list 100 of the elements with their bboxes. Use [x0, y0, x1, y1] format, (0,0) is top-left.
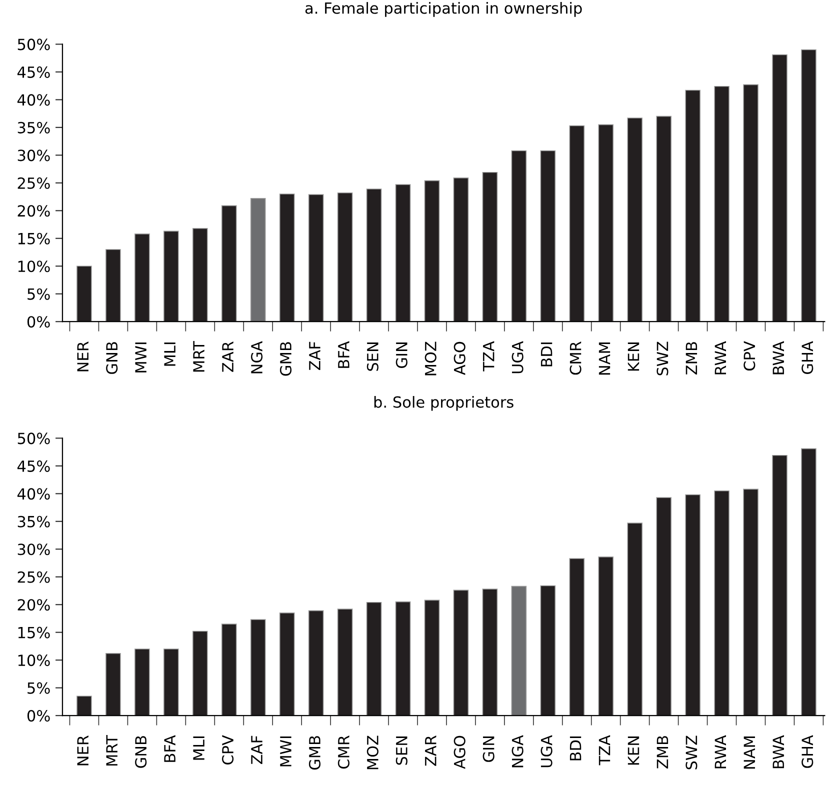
bar — [714, 86, 730, 322]
x-tick-label: KEN — [628, 342, 640, 371]
chart-title: a. Female participation in ownership — [305, 2, 582, 17]
x-tick-label: RWA — [714, 341, 726, 374]
bar — [308, 194, 324, 322]
bar — [656, 116, 672, 322]
y-tick-label: 5% — [28, 288, 50, 300]
x-tick-label: GMB — [280, 342, 292, 376]
y-tick-label: 25% — [18, 177, 50, 189]
bar — [801, 448, 816, 716]
bar — [453, 177, 469, 322]
bar — [106, 653, 121, 716]
x-tick-label: ZMB — [656, 736, 668, 768]
chart-title: b. Sole proprietors — [374, 396, 514, 411]
y-tick-label: 10% — [18, 260, 50, 272]
y-tick-label: 15% — [18, 232, 50, 244]
bar — [569, 125, 585, 322]
x-tick-label: NGA — [250, 341, 263, 374]
bar — [221, 624, 237, 716]
y-tick-label: 35% — [18, 516, 50, 528]
y-tick-label: 15% — [18, 626, 50, 638]
x-tick-label: NGA — [512, 735, 524, 768]
x-tick-label: ZMB — [686, 342, 698, 374]
y-tick-label: 30% — [18, 150, 50, 162]
bar — [192, 228, 208, 322]
bar — [106, 249, 121, 322]
bar — [772, 454, 788, 716]
x-tick-label: GIN — [396, 342, 408, 368]
y-tick-label: 20% — [18, 599, 50, 611]
x-tick-label: AGO — [454, 342, 466, 375]
bar — [714, 490, 730, 716]
x-tick-label: GHA — [802, 735, 814, 768]
x-tick-label: MLI — [164, 342, 176, 366]
bar — [743, 488, 758, 716]
bar — [743, 84, 758, 322]
bar — [598, 124, 614, 322]
x-tick-label: ZAF — [251, 736, 262, 764]
x-tick-label: TZA — [598, 735, 610, 766]
x-tick-label: BFA — [164, 735, 176, 762]
x-tick-label: BFA — [338, 341, 350, 368]
x-tick-label: MWI — [135, 342, 146, 372]
x-tick-label: BDI — [540, 342, 552, 366]
bar — [482, 172, 498, 322]
x-tick-label: GNB — [106, 342, 118, 374]
x-tick-label: AGO — [454, 736, 466, 769]
x-tick-label: MLI — [193, 736, 204, 760]
bar — [424, 600, 440, 716]
bar — [482, 588, 498, 716]
bar — [250, 619, 266, 716]
y-tick-label: 45% — [17, 460, 50, 472]
x-tick-label: SWZ — [686, 736, 698, 770]
x-tick-label: SEN — [366, 342, 378, 371]
x-tick-label: SWZ — [656, 342, 668, 376]
x-tick-label: SEN — [396, 736, 408, 765]
bar — [511, 150, 527, 322]
y-tick-label: 10% — [18, 654, 50, 666]
y-tick-label: 0% — [27, 710, 50, 722]
bar — [221, 205, 237, 322]
bar — [250, 198, 266, 322]
y-tick-label: 0% — [27, 316, 50, 328]
bar — [569, 558, 585, 716]
x-tick-label: ZAR — [222, 341, 234, 372]
y-tick-label: 35% — [18, 122, 50, 134]
x-tick-label: KEN — [628, 736, 640, 765]
x-tick-label: MRT — [106, 734, 118, 766]
bar — [192, 630, 208, 716]
x-tick-label: UGA — [512, 341, 524, 374]
x-tick-label: CMR — [570, 341, 582, 375]
x-tick-label: CMR — [338, 735, 350, 769]
x-tick-label: ZAF — [309, 342, 320, 370]
bar — [685, 494, 700, 716]
x-tick-label: BDI — [570, 736, 582, 760]
x-tick-label: MOZ — [366, 736, 378, 770]
y-tick-label: 45% — [17, 66, 50, 78]
bar — [540, 585, 556, 716]
bar — [134, 234, 150, 322]
bar — [656, 497, 672, 716]
x-tick-label: CPV — [222, 735, 234, 764]
x-tick-label: NER — [77, 341, 88, 372]
x-tick-label: GHA — [802, 341, 814, 374]
y-tick-label: 50% — [18, 38, 50, 50]
x-tick-label: MWI — [280, 736, 292, 766]
bar — [511, 586, 527, 716]
bar — [337, 608, 353, 716]
bar — [366, 188, 382, 322]
x-tick-label: UGA — [540, 735, 552, 768]
bar — [453, 590, 469, 716]
bar — [279, 194, 295, 322]
bar — [627, 118, 643, 322]
bar — [76, 266, 92, 322]
bar — [627, 522, 643, 716]
bar — [366, 602, 382, 716]
y-tick-label: 5% — [28, 682, 50, 694]
y-tick-label: 50% — [18, 432, 50, 444]
x-tick-label: BWA — [772, 735, 784, 768]
y-tick-label: 40% — [17, 94, 50, 106]
bar — [76, 696, 92, 716]
bar — [772, 54, 788, 322]
x-tick-label: RWA — [714, 735, 726, 768]
x-tick-label: GIN — [482, 736, 494, 762]
